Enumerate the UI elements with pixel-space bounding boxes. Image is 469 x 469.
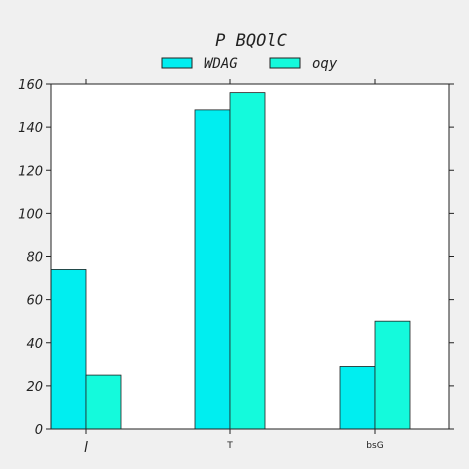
chart-title: P BQOlC bbox=[215, 31, 287, 51]
ytick-label-3: 60 bbox=[26, 294, 43, 309]
bar-1-1 bbox=[229, 92, 266, 430]
bar-1-2 bbox=[374, 320, 411, 430]
legend-swatch-1 bbox=[269, 57, 301, 69]
bar-0-1 bbox=[194, 109, 231, 430]
ytick-label-6: 120 bbox=[18, 164, 43, 179]
bar-1-0 bbox=[85, 374, 122, 430]
plot-frame bbox=[50, 83, 450, 430]
xtick-label-1: T bbox=[226, 441, 233, 451]
bar-0-0 bbox=[50, 269, 87, 430]
ytick-label-2: 40 bbox=[26, 337, 43, 352]
ytick-label-1: 20 bbox=[26, 380, 43, 395]
xtick-label-0: l bbox=[84, 440, 88, 456]
ytick-label-0: 0 bbox=[35, 423, 43, 438]
legend-label-1: oqy bbox=[312, 56, 338, 72]
ytick-label-8: 160 bbox=[18, 78, 43, 93]
ytick-label-7: 140 bbox=[18, 121, 43, 136]
legend-swatch-0 bbox=[161, 57, 193, 69]
ytick-label-5: 100 bbox=[18, 207, 43, 222]
legend: WDAG oqy bbox=[161, 56, 338, 72]
ytick-label-4: 80 bbox=[26, 251, 43, 266]
bars bbox=[50, 92, 411, 430]
bar-0-2 bbox=[339, 366, 376, 430]
legend-label-0: WDAG bbox=[204, 56, 238, 72]
xtick-label-2: bsG bbox=[366, 441, 383, 451]
